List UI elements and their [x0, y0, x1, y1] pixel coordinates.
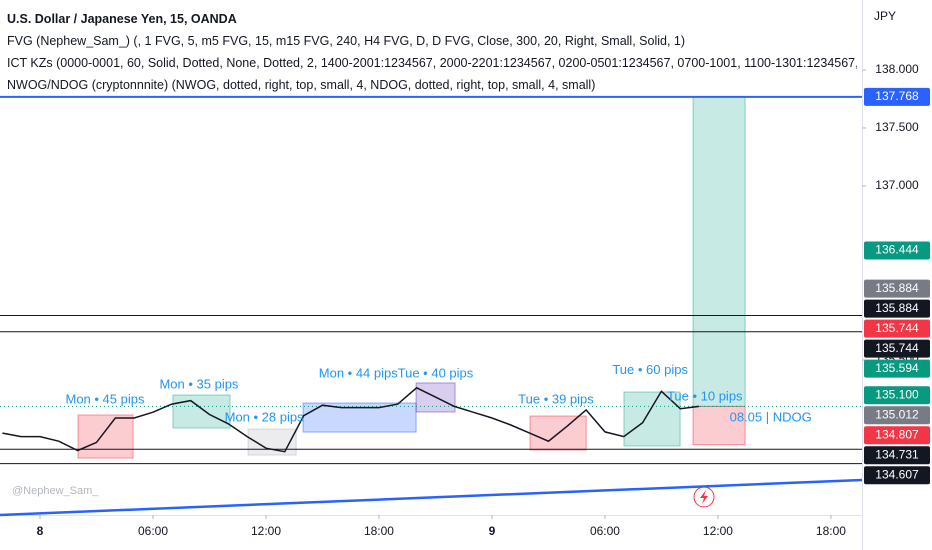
x-tick-label: 06:00: [590, 524, 620, 538]
price-tag-label: 136.444: [875, 243, 919, 257]
x-tick-label: 12:00: [703, 524, 733, 538]
price-tag: [864, 319, 930, 338]
x-tick-label: 18:00: [364, 524, 394, 538]
zone: [692, 96, 746, 407]
price-tag: [864, 87, 930, 106]
x-tick-label: 8: [37, 524, 44, 538]
annotation: Mon • 35 pips: [159, 376, 238, 391]
price-tag-label: 135.012: [875, 407, 919, 421]
watermark: @Nephew_Sam_: [12, 485, 99, 497]
annotation: Tue • 40 pips: [398, 365, 474, 380]
price-tag-label: 135.100: [875, 387, 919, 401]
price-tag: [864, 386, 930, 405]
alert-bolt: [700, 490, 708, 504]
zone: [302, 402, 417, 433]
price-tag: [864, 406, 930, 425]
price-line: [2, 386, 700, 453]
x-tick-label: 9: [489, 524, 496, 538]
price-tag-label: 134.607: [875, 467, 919, 481]
indicator-label: NWOG/NDOG (cryptonnnite) (NWOG, dotted, …: [7, 78, 596, 92]
zone: [172, 394, 231, 429]
price-tag: [864, 446, 930, 465]
price-tag: [864, 241, 930, 260]
y-tick-label: 137.000: [875, 178, 919, 192]
price-tag-label: 134.731: [875, 447, 919, 461]
x-tick-label: 18:00: [816, 524, 846, 538]
annotation: Mon • 44 pips: [319, 365, 398, 380]
trendline: [0, 478, 863, 517]
price-tag: [864, 466, 930, 485]
zone: [77, 414, 134, 459]
price-tag-label: 134.807: [875, 427, 919, 441]
y-tick-label: 137.500: [875, 120, 919, 134]
annotation: Tue • 10 pips: [667, 389, 743, 404]
indicator-label: ICT KZs (0000-0001, 60, Solid, Dotted, N…: [7, 56, 857, 70]
chart-title: U.S. Dollar / Japanese Yen, 15, OANDA: [7, 12, 237, 26]
annotation: Tue • 60 pips: [612, 362, 688, 377]
currency-label: JPY: [874, 9, 896, 23]
annotation: Mon • 45 pips: [65, 391, 144, 406]
indicator-label: FVG (Nephew_Sam_) (, 1 FVG, 5, m5 FVG, 1…: [7, 34, 686, 48]
zone: [623, 391, 681, 447]
price-tag: [864, 299, 930, 318]
y-tick-label: 138.000: [875, 62, 919, 76]
legend-header: U.S. Dollar / Japanese Yen, 15, OANDA FV…: [7, 8, 857, 96]
price-tag-label: 135.884: [875, 301, 919, 315]
price-tag: [864, 359, 930, 378]
zone: [692, 405, 746, 446]
annotation: Tue • 39 pips: [518, 391, 594, 406]
price-tag: [864, 426, 930, 445]
x-tick-label: 06:00: [138, 524, 168, 538]
price-tag-label: 135.884: [875, 281, 919, 295]
price-tag-label: 135.744: [875, 321, 919, 335]
price-tag: [864, 279, 930, 298]
price-tag-label: 135.744: [875, 341, 919, 355]
price-tag: [864, 339, 930, 358]
annotation: 08.05 | NDOG: [730, 409, 812, 424]
x-tick-label: 12:00: [251, 524, 281, 538]
price-tag-label: 137.768: [875, 89, 919, 103]
price-tag-label: 135.594: [875, 361, 919, 375]
annotation: Mon • 28 pips: [225, 409, 304, 424]
